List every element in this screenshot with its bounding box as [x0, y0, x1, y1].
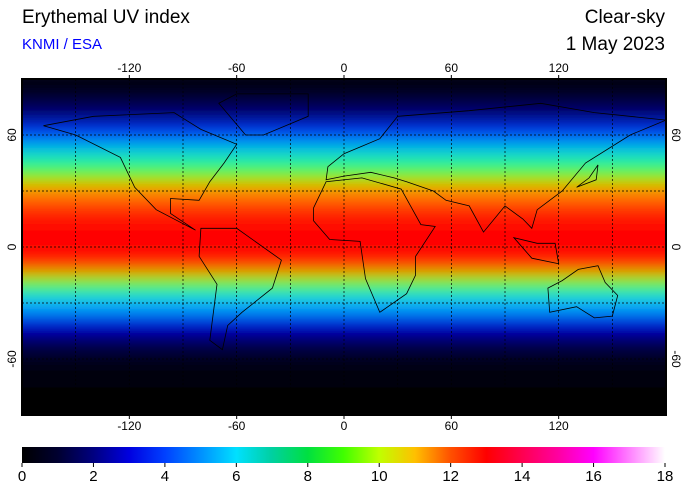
uv-band	[22, 405, 666, 415]
uv-band	[22, 256, 666, 276]
lon-tick-label: -120	[117, 419, 141, 433]
lat-tick-label: 60	[669, 128, 683, 142]
graticule	[22, 75, 666, 419]
lon-tick-label: -120	[117, 61, 141, 75]
coastline	[512, 237, 560, 265]
colorbar-tick-label: 2	[89, 468, 97, 485]
colorbar	[22, 447, 665, 463]
colorbar-tick-label: 18	[657, 468, 674, 485]
colorbar-tick-label: 6	[232, 468, 240, 485]
uv-band	[22, 88, 666, 108]
lon-tick-label: 120	[549, 419, 569, 433]
lon-tick-label: 60	[445, 419, 459, 433]
lon-tick-label: 0	[341, 61, 348, 75]
lon-tick-label: 60	[445, 61, 459, 75]
coastline	[43, 112, 238, 231]
lon-tick-label: 120	[549, 61, 569, 75]
labels: -120 -120 -60 -60 0 0 60 60 120 120 -60 -60 0 0 60 60 0 2…	[5, 61, 683, 485]
uv-band	[22, 368, 666, 388]
lat-tick-label: 60	[5, 128, 19, 142]
coastline	[576, 164, 599, 188]
title: Erythemal UV index	[22, 7, 190, 28]
subtitle: KNMI / ESA	[22, 36, 102, 53]
colorbar-tick-label: 4	[161, 468, 169, 485]
colorbar-tick-label: 16	[585, 468, 602, 485]
colorbar-tick-label: 8	[304, 468, 312, 485]
date: 1 May 2023	[566, 34, 665, 55]
colorbar-tick-label: 14	[514, 468, 531, 485]
lat-tick-label: -60	[669, 350, 683, 368]
colorbar-tick-label: 0	[18, 468, 26, 485]
lon-tick-label: 0	[341, 419, 348, 433]
colorbar-tick-label: 10	[371, 468, 388, 485]
lat-tick-label: 0	[5, 243, 19, 250]
uv-band	[22, 200, 666, 220]
lon-tick-label: -60	[228, 419, 246, 433]
coastline	[547, 265, 619, 319]
lat-tick-label: -60	[5, 350, 19, 368]
map-frame	[21, 78, 667, 416]
lat-tick-label: 0	[669, 244, 683, 251]
uv-band	[22, 312, 666, 332]
colorbar-tick-label: 12	[442, 468, 459, 485]
mode: Clear-sky	[585, 7, 666, 28]
coastline	[313, 177, 436, 313]
lon-tick-label: -60	[228, 61, 246, 75]
coastline	[198, 227, 282, 351]
